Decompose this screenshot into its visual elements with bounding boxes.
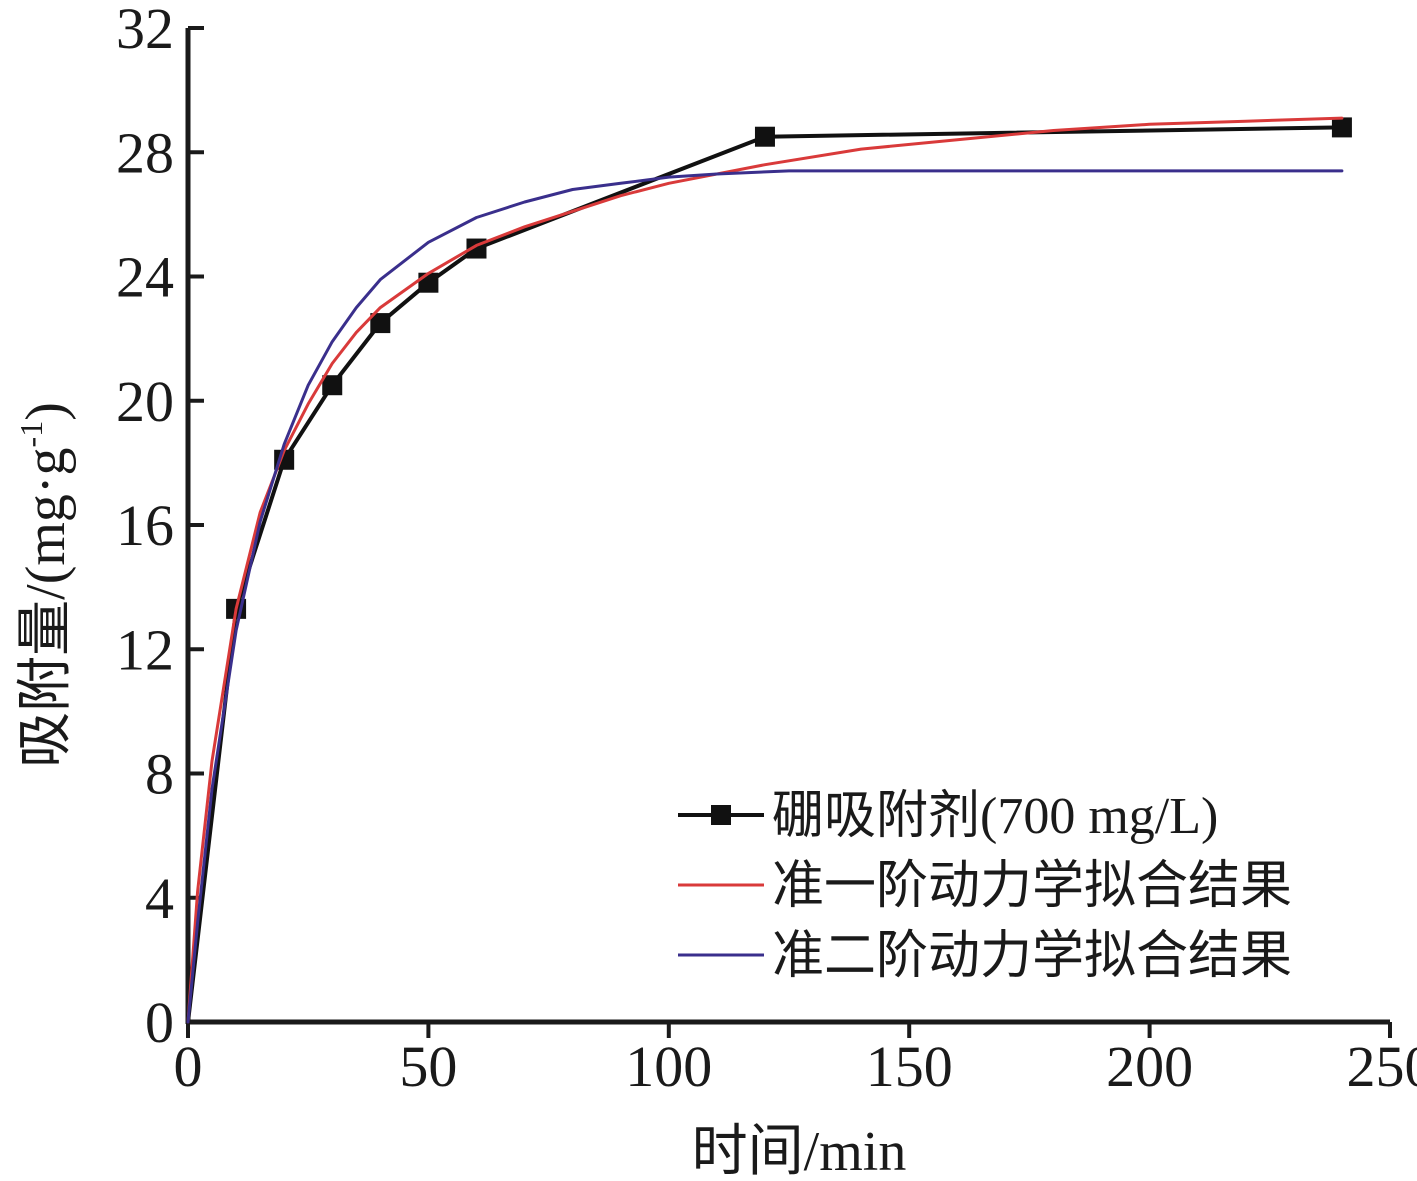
x-tick-label-3: 150 xyxy=(866,1034,953,1099)
x-tick-label-5: 250 xyxy=(1347,1034,1417,1099)
series-0-point-4 xyxy=(370,313,391,334)
series-0 xyxy=(186,117,1352,1024)
x-tick-label-0: 0 xyxy=(174,1034,203,1099)
y-tick-label-7: 28 xyxy=(116,120,174,185)
series-0-point-3 xyxy=(322,375,343,396)
y-tick-label-3: 12 xyxy=(116,617,174,682)
x-axis: 0 50 100 150 200 250 xyxy=(174,1019,1417,1099)
series-1-line xyxy=(186,116,1344,1024)
series-2-line xyxy=(186,169,1344,1024)
series-2 xyxy=(186,169,1344,1024)
series-0-point-7 xyxy=(754,126,775,147)
y-tick-label-4: 16 xyxy=(116,493,174,558)
x-tick-label-4: 200 xyxy=(1106,1034,1193,1099)
y-axis-title: 吸附量/(mg·g-1) xyxy=(13,402,77,768)
y-axis-title-close: ) xyxy=(15,402,77,421)
series-0-point-5 xyxy=(418,272,439,293)
y-tick-label-1: 4 xyxy=(145,866,174,931)
legend-label-2: 准二阶动力学拟合结果 xyxy=(772,928,1292,985)
series-layer xyxy=(186,116,1352,1024)
series-0-point-8 xyxy=(1331,117,1352,138)
series-1 xyxy=(186,116,1344,1024)
x-axis-title: 时间/min xyxy=(692,1121,907,1181)
y-tick-label-8: 32 xyxy=(116,0,174,61)
legend-label-1: 准一阶动力学拟合结果 xyxy=(772,858,1292,915)
y-axis-title-main: 吸附量/(mg·g xyxy=(15,447,77,767)
y-tick-label-5: 20 xyxy=(116,369,174,434)
x-tick-label-1: 50 xyxy=(399,1034,457,1099)
legend-label-0: 硼吸附剂(700 mg/L) xyxy=(772,788,1218,845)
y-axis: 0 4 8 12 16 20 24 28 32 xyxy=(116,0,204,1055)
x-tick-label-2: 100 xyxy=(625,1034,712,1099)
y-axis-title-superscript: -1 xyxy=(13,421,49,448)
y-tick-label-6: 24 xyxy=(116,245,174,310)
y-tick-label-0: 0 xyxy=(145,990,174,1055)
legend-marker-0 xyxy=(711,805,731,825)
y-tick-label-2: 8 xyxy=(145,742,174,807)
